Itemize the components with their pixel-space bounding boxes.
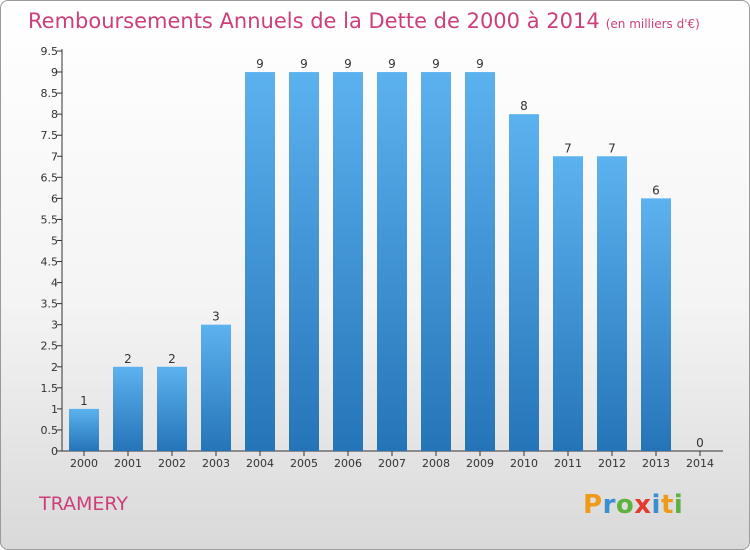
data-label-2008: 9 xyxy=(432,57,440,71)
bar-2012 xyxy=(597,156,627,451)
data-label-2012: 7 xyxy=(608,141,616,155)
bar-2013 xyxy=(641,198,671,451)
proxiti-logo: Proxiti xyxy=(583,490,684,520)
x-tick-label-2012: 2012 xyxy=(598,457,626,470)
bar-2005 xyxy=(289,72,319,451)
bar-2008 xyxy=(421,72,451,451)
x-tick-label-2000: 2000 xyxy=(70,457,98,470)
data-label-2007: 9 xyxy=(388,57,396,71)
y-tick-label: 4.5 xyxy=(41,256,59,269)
data-label-2010: 8 xyxy=(520,99,528,113)
x-tick-label-2008: 2008 xyxy=(422,457,450,470)
data-label-2004: 9 xyxy=(256,57,264,71)
bar-2006 xyxy=(333,72,363,451)
x-tick-label-2005: 2005 xyxy=(290,457,318,470)
x-tick-label-2003: 2003 xyxy=(202,457,230,470)
x-tick-label-2007: 2007 xyxy=(378,457,406,470)
bar-2003 xyxy=(201,324,231,451)
y-tick-label: 2 xyxy=(51,361,58,374)
x-tick-label-2011: 2011 xyxy=(554,457,582,470)
x-tick-label-2013: 2013 xyxy=(642,457,670,470)
place-name: TRAMERY xyxy=(39,493,129,515)
y-tick-label: 8.5 xyxy=(41,87,59,100)
data-label-2005: 9 xyxy=(300,57,308,71)
x-tick-label-2010: 2010 xyxy=(510,457,538,470)
bar-2009 xyxy=(465,72,495,451)
data-label-2011: 7 xyxy=(564,141,572,155)
bar-2000 xyxy=(69,408,99,451)
bar-2002 xyxy=(157,366,187,451)
y-tick-label: 7.5 xyxy=(41,129,59,142)
title-text: Remboursements Annuels de la Dette de 20… xyxy=(28,9,600,33)
chart-title: Remboursements Annuels de la Dette de 20… xyxy=(28,9,700,33)
y-tick-label: 1 xyxy=(51,403,58,416)
bar-2007 xyxy=(377,72,407,451)
y-tick-label: 0 xyxy=(51,445,58,458)
bar-2010 xyxy=(509,114,539,451)
data-label-2006: 9 xyxy=(344,57,352,71)
data-label-2002: 2 xyxy=(168,352,176,366)
data-label-2001: 2 xyxy=(124,352,132,366)
bar-2011 xyxy=(553,156,583,451)
y-tick-label: 9 xyxy=(51,66,58,79)
y-tick-label: 6.5 xyxy=(41,171,59,184)
data-label-2000: 1 xyxy=(80,394,88,408)
bar-2004 xyxy=(245,72,275,451)
x-tick-label-2014: 2014 xyxy=(686,457,714,470)
y-tick-label: 4 xyxy=(51,277,58,290)
data-label-2014: 0 xyxy=(696,436,704,450)
y-tick-label: 8 xyxy=(51,108,58,121)
y-tick-label: 5.5 xyxy=(41,213,59,226)
y-tick-label: 3 xyxy=(51,319,58,332)
x-tick-label-2001: 2001 xyxy=(114,457,142,470)
bar-2001 xyxy=(113,366,143,451)
y-tick-label: 9.5 xyxy=(41,45,59,58)
x-tick-label-2004: 2004 xyxy=(246,457,274,470)
y-tick-label: 3.5 xyxy=(41,298,59,311)
y-tick-label: 6 xyxy=(51,192,58,205)
x-tick-label-2002: 2002 xyxy=(158,457,186,470)
title-unit: (en milliers d'€) xyxy=(605,17,700,31)
y-tick-label: 2.5 xyxy=(41,340,59,353)
x-tick-label-2009: 2009 xyxy=(466,457,494,470)
x-tick-label-2006: 2006 xyxy=(334,457,362,470)
y-tick-label: 1.5 xyxy=(41,382,59,395)
y-tick-label: 5 xyxy=(51,234,58,247)
data-label-2013: 6 xyxy=(652,183,660,197)
data-label-2009: 9 xyxy=(476,57,484,71)
y-tick-label: 7 xyxy=(51,150,58,163)
data-label-2003: 3 xyxy=(212,310,220,324)
y-tick-label: 0.5 xyxy=(41,424,59,437)
